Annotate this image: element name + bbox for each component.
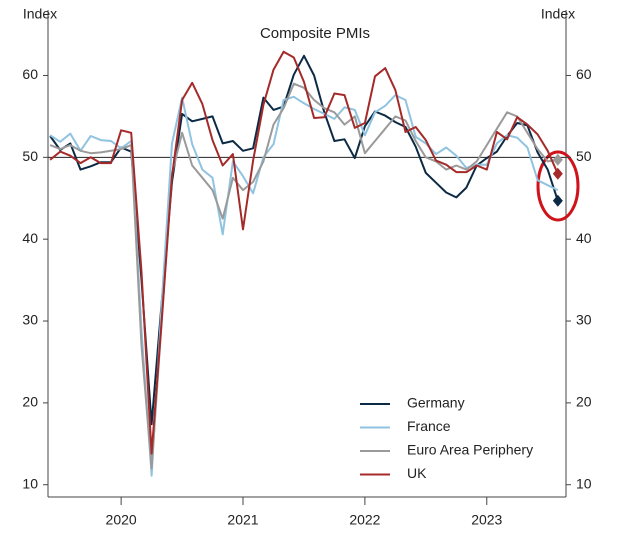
x-tick-label: 2020: [106, 512, 137, 528]
legend-label: UK: [407, 465, 427, 481]
y2-tick-label: 60: [576, 66, 592, 82]
legend-label: Euro Area Periphery: [407, 442, 533, 458]
y-tick-label: 30: [22, 312, 38, 328]
y2-tick-label: 20: [576, 394, 592, 410]
last-point-marker: [552, 194, 563, 207]
legend-label: France: [407, 418, 451, 434]
y-tick-label: 60: [22, 66, 38, 82]
last-point-marker: [552, 167, 563, 180]
x-tick-label: 2023: [471, 512, 502, 528]
y-tick-label: 10: [22, 475, 38, 491]
y2-tick-label: 40: [576, 230, 592, 246]
series-line: [49, 82, 558, 470]
highlight-ellipse: [536, 150, 580, 222]
y-tick-label: 20: [22, 394, 38, 410]
x-tick-label: 2022: [349, 512, 380, 528]
y2-tick-label: 30: [576, 312, 592, 328]
last-point-marker: [552, 153, 563, 166]
y2-tick-label: 50: [576, 148, 592, 164]
legend-label: Germany: [407, 395, 465, 411]
y-tick-label: 50: [22, 148, 38, 164]
series-line: [49, 54, 559, 426]
y2-tick-label: 10: [576, 475, 592, 491]
y2-axis-title: Index: [541, 6, 575, 22]
x-tick-label: 2021: [227, 512, 258, 528]
series-line: [49, 50, 559, 455]
y-axis-title: Index: [23, 6, 57, 22]
chart-title: Composite PMIs: [260, 25, 370, 42]
y-tick-label: 40: [22, 230, 38, 246]
